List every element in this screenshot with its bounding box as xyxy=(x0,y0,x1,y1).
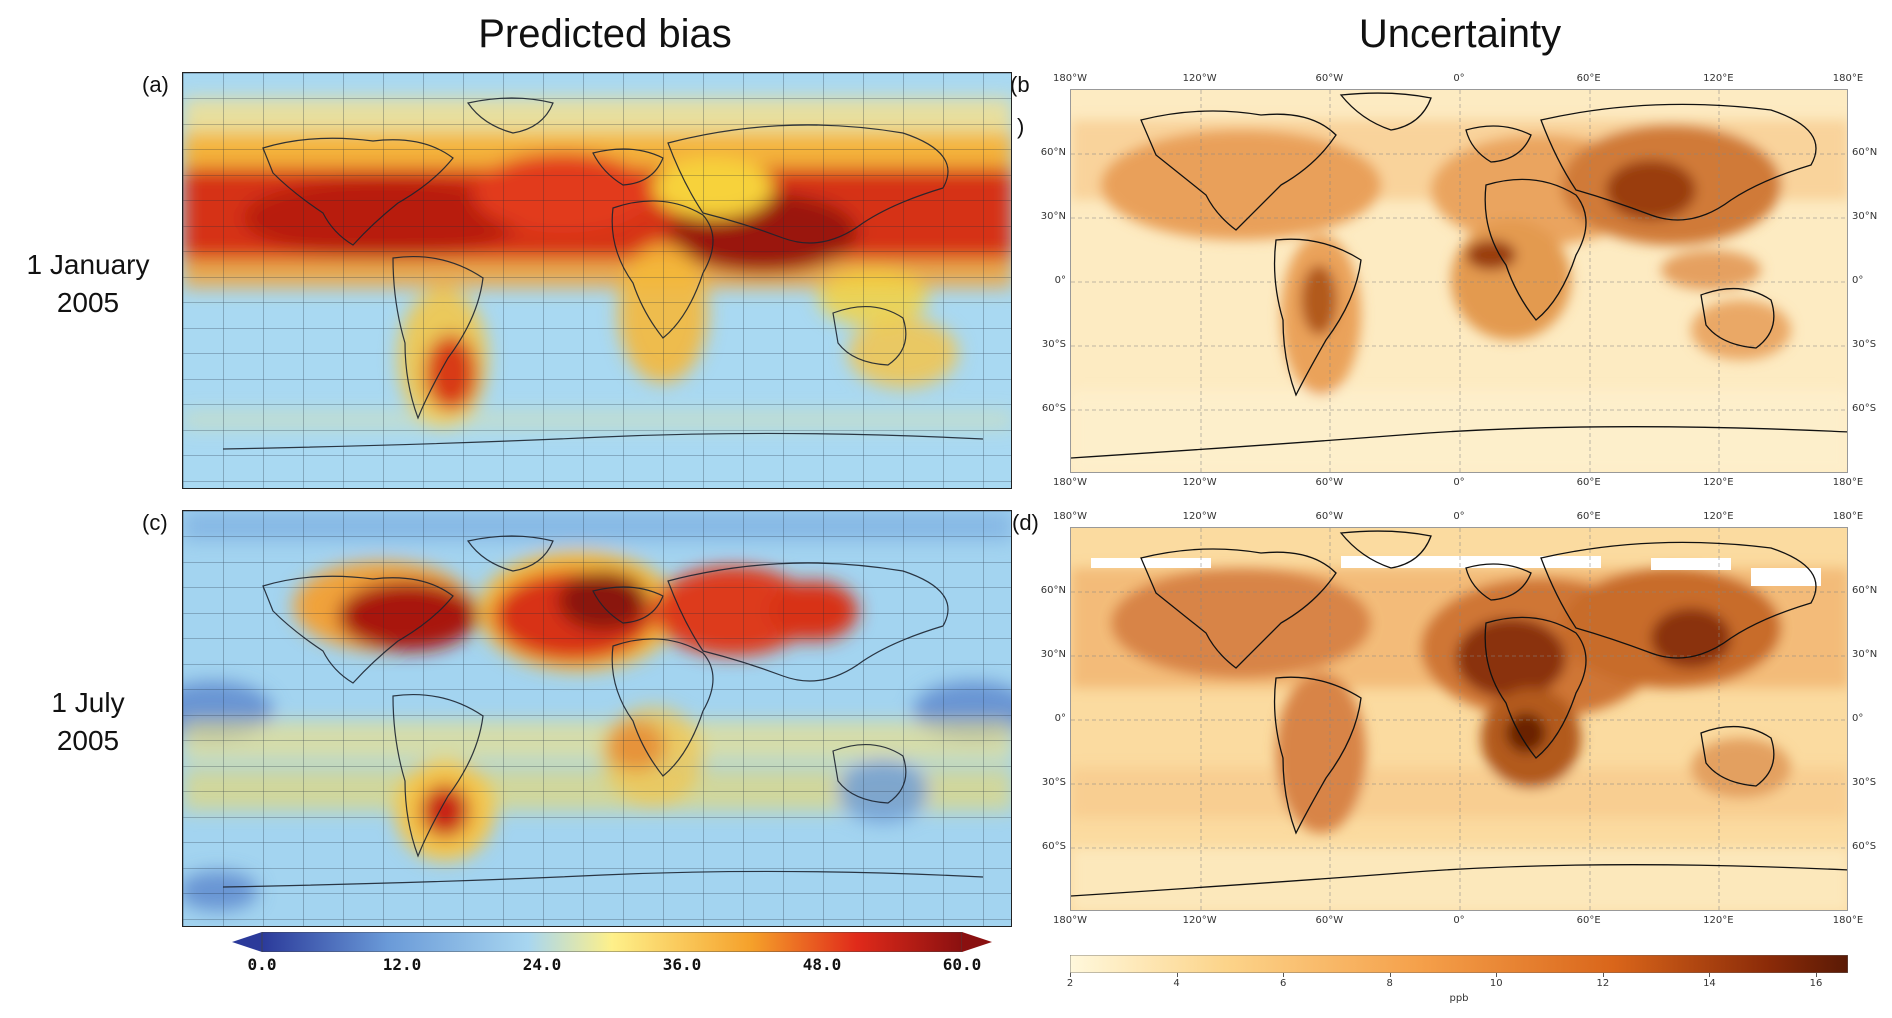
colorbar-uncertainty-tick xyxy=(1602,973,1604,977)
lat-tick-label-left: 30°N xyxy=(1040,211,1066,222)
lat-tick-label-left: 0° xyxy=(1054,713,1066,724)
lat-tick-label-left: 30°S xyxy=(1041,339,1066,350)
panel-label-b: (b xyxy=(1010,72,1030,97)
lat-tick-label-right: 30°N xyxy=(1852,649,1878,660)
colorbar-uncertainty-unit: ppb xyxy=(1449,993,1469,1004)
colorbar-uncertainty-tick-label: 2 xyxy=(1066,978,1074,989)
colorbar-bias-tick-label: 36.0 xyxy=(662,955,702,974)
lon-tick-label-top: 60°W xyxy=(1315,73,1344,84)
map-uncertainty-january xyxy=(1070,89,1848,473)
lon-tick-label-bottom: 60°W xyxy=(1315,915,1344,926)
lon-tick-label-bottom: 180°W xyxy=(1053,915,1087,926)
lat-tick-label-left: 30°S xyxy=(1041,777,1066,788)
lon-tick-label-bottom: 120°W xyxy=(1182,915,1217,926)
lon-tick-label-top: 120°E xyxy=(1703,511,1734,522)
colorbar-uncertainty-tick-label: 16 xyxy=(1809,978,1823,989)
panel-label-c: (c) xyxy=(142,510,168,535)
lat-tick-label-right: 60°S xyxy=(1852,403,1877,414)
colorbar-uncertainty-tick xyxy=(1283,973,1285,977)
lat-tick-label-left: 60°N xyxy=(1040,147,1066,158)
colorbar-uncertainty-tick xyxy=(1496,973,1498,977)
colorbar-uncertainty-tick xyxy=(1816,973,1818,977)
lat-tick-label-right: 60°S xyxy=(1852,841,1877,852)
title-predicted-bias: Predicted bias xyxy=(478,12,732,56)
lon-tick-label-bottom: 180°E xyxy=(1832,477,1864,488)
lon-tick-label-top: 120°W xyxy=(1182,511,1217,522)
colorbar-uncertainty-tick xyxy=(1070,973,1071,977)
colorbar-uncertainty xyxy=(1069,954,1849,974)
row-label-july: 1 July 2005 xyxy=(8,684,168,760)
colorbar-uncertainty-tick xyxy=(1176,973,1178,977)
lon-tick-label-bottom: 120°E xyxy=(1703,915,1734,926)
lat-tick-label-right: 30°S xyxy=(1852,339,1877,350)
lon-tick-label-top: 0° xyxy=(1453,511,1465,522)
map-bias-january xyxy=(182,72,1012,489)
lon-tick-label-top: 60°W xyxy=(1315,511,1344,522)
lon-tick-label-top: 180°E xyxy=(1832,511,1864,522)
lon-tick-label-top: 120°E xyxy=(1703,73,1734,84)
colorbar-bias-tick-label: 12.0 xyxy=(382,955,422,974)
lat-tick-label-left: 60°N xyxy=(1040,585,1066,596)
colorbar-uncertainty-tick xyxy=(1709,973,1711,977)
colorbar-bias-extend-max xyxy=(962,932,992,952)
colorbar-bias-tick-label: 24.0 xyxy=(522,955,562,974)
colorbar-uncertainty-tick-label: 8 xyxy=(1386,978,1393,989)
lon-tick-label-bottom: 0° xyxy=(1453,915,1465,926)
colorbar-uncertainty-tick-label: 10 xyxy=(1489,978,1503,989)
map-uncertainty-july xyxy=(1070,527,1848,911)
colorbar-bias xyxy=(232,931,992,953)
lon-tick-label-top: 180°W xyxy=(1053,511,1087,522)
lon-tick-label-top: 180°E xyxy=(1832,73,1864,84)
lat-tick-label-left: 0° xyxy=(1054,275,1066,286)
lon-tick-label-top: 60°E xyxy=(1576,73,1601,84)
lat-tick-label-left: 60°S xyxy=(1041,841,1066,852)
lat-tick-label-left: 30°N xyxy=(1040,649,1066,660)
lon-tick-label-bottom: 0° xyxy=(1453,477,1465,488)
lon-tick-label-bottom: 60°E xyxy=(1576,915,1601,926)
row-label-july-line2: 2005 xyxy=(56,725,120,756)
colorbar-uncertainty-tick-label: 14 xyxy=(1703,978,1716,989)
lon-tick-label-top: 180°W xyxy=(1053,73,1087,84)
lon-tick-label-bottom: 60°E xyxy=(1576,477,1601,488)
row-label-january-line1: 1 January xyxy=(26,249,150,280)
colorbar-uncertainty-tick-label: 4 xyxy=(1173,978,1180,989)
colorbar-bias-tick-label: 48.0 xyxy=(802,955,842,974)
panel-label-d: (d) xyxy=(1012,510,1039,535)
panel-label-a: (a) xyxy=(142,72,169,97)
colorbar-uncertainty-labels: ppb 2 4 6 8 10 12 14 16 xyxy=(1066,973,1848,1007)
lon-tick-label-top: 120°W xyxy=(1182,73,1217,84)
colorbar-bias-extend-min xyxy=(232,932,262,952)
lat-tick-label-right: 30°S xyxy=(1852,777,1877,788)
lon-tick-label-top: 60°E xyxy=(1576,511,1601,522)
lon-tick-label-top: 0° xyxy=(1453,73,1465,84)
colorbar-uncertainty-tick xyxy=(1389,973,1391,977)
row-label-january-line2: 2005 xyxy=(56,287,120,318)
lon-tick-label-bottom: 180°W xyxy=(1053,477,1087,488)
row-label-january: 1 January 2005 xyxy=(8,246,168,322)
lon-tick-label-bottom: 120°E xyxy=(1703,477,1734,488)
lat-tick-label-right: 30°N xyxy=(1852,211,1878,222)
lat-tick-label-right: 60°N xyxy=(1852,585,1878,596)
lat-tick-label-right: 0° xyxy=(1852,275,1864,286)
colorbar-uncertainty-tick-label: 6 xyxy=(1279,978,1287,989)
lat-tick-label-right: 0° xyxy=(1852,713,1864,724)
panel-d-ticks: 180°W 180°W 120°W 120°W 60°W 60°W 0° 0° 60°E 60°E… xyxy=(1030,504,1892,934)
panel-b-ticks: 180°W 180°W 120°W 120°W 60°W 60°W 0° 0° 60°E 60°E… xyxy=(1030,66,1892,496)
map-bias-july xyxy=(182,510,1012,927)
colorbar-bias-tick-label: 0.0 xyxy=(247,955,277,974)
title-uncertainty: Uncertainty xyxy=(1358,12,1562,56)
lon-tick-label-bottom: 180°E xyxy=(1832,915,1864,926)
lat-tick-label-left: 60°S xyxy=(1041,403,1066,414)
lon-tick-label-bottom: 60°W xyxy=(1315,477,1344,488)
colorbar-uncertainty-tick-label: 12 xyxy=(1596,978,1610,989)
lon-tick-label-bottom: 120°W xyxy=(1182,477,1217,488)
colorbar-bias-labels: 0.0 12.0 24.0 36.0 48.0 60.0 xyxy=(248,955,982,977)
lat-tick-label-right: 60°N xyxy=(1852,147,1878,158)
colorbar-bias-tick-label: 60.0 xyxy=(942,955,982,974)
row-label-july-line1: 1 July xyxy=(51,687,125,718)
panel-label-b-cont: ) xyxy=(1017,114,1025,139)
